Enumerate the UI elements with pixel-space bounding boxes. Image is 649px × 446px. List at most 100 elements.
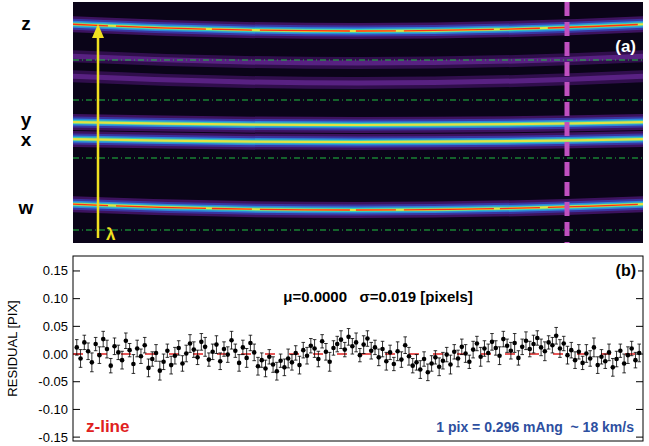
- error-cap: [468, 368, 472, 369]
- error-cap: [162, 354, 166, 355]
- plot-area: [73, 327, 643, 380]
- error-cap: [128, 356, 132, 357]
- point: [384, 359, 389, 364]
- error-cap: [509, 359, 513, 360]
- point: [275, 369, 280, 374]
- line-label: z: [21, 13, 31, 34]
- point: [516, 356, 521, 361]
- error-cap: [362, 353, 366, 354]
- error-cap: [539, 355, 543, 356]
- error-cap: [234, 357, 238, 358]
- point: [429, 361, 434, 366]
- point: [127, 348, 132, 353]
- point: [633, 358, 638, 363]
- error-cap: [358, 348, 362, 349]
- error-cap: [418, 378, 422, 379]
- point: [86, 349, 91, 354]
- error-cap: [396, 360, 400, 361]
- error-cap: [490, 350, 494, 351]
- error-cap: [192, 341, 196, 342]
- error-cap: [286, 367, 290, 368]
- error-cap: [113, 354, 117, 355]
- error-cap: [162, 369, 166, 370]
- point: [101, 337, 106, 342]
- point: [210, 350, 215, 355]
- y-tick: [73, 409, 80, 410]
- error-cap: [328, 371, 332, 372]
- error-cap: [366, 346, 370, 347]
- point: [573, 358, 578, 363]
- error-cap: [332, 340, 336, 341]
- error-cap: [551, 352, 555, 353]
- error-cap: [517, 350, 521, 351]
- error-cap: [637, 361, 641, 362]
- error-cap: [634, 367, 638, 368]
- point: [524, 338, 529, 343]
- error-cap: [249, 335, 253, 336]
- error-cap: [154, 361, 158, 362]
- error-cap: [298, 373, 302, 374]
- point: [535, 336, 540, 341]
- error-cap: [230, 331, 234, 332]
- error-cap: [373, 354, 377, 355]
- error-cap: [592, 337, 596, 338]
- error-cap: [335, 351, 339, 352]
- point: [346, 335, 351, 340]
- error-cap: [109, 372, 113, 373]
- error-cap: [211, 359, 215, 360]
- error-cap: [305, 347, 309, 348]
- error-cap: [181, 355, 185, 356]
- point: [176, 346, 181, 351]
- point: [146, 366, 151, 371]
- point: [309, 343, 314, 348]
- error-cap: [532, 335, 536, 336]
- y-tick: [636, 381, 643, 382]
- error-cap: [456, 366, 460, 367]
- error-cap: [135, 340, 139, 341]
- error-cap: [177, 340, 181, 341]
- error-cap: [513, 352, 517, 353]
- error-cap: [396, 341, 400, 342]
- error-cap: [139, 349, 143, 350]
- point: [595, 363, 600, 368]
- error-cap: [173, 364, 177, 365]
- error-cap: [566, 346, 570, 347]
- error-cap: [422, 366, 426, 367]
- error-cap: [445, 347, 449, 348]
- error-cap: [188, 334, 192, 335]
- error-cap: [79, 367, 83, 368]
- error-cap: [434, 364, 438, 365]
- error-cap: [615, 366, 619, 367]
- error-cap: [630, 355, 634, 356]
- point: [561, 341, 566, 346]
- error-cap: [75, 355, 79, 356]
- cut-marker: [565, 2, 570, 243]
- error-cap: [377, 365, 381, 366]
- error-cap: [373, 340, 377, 341]
- point: [158, 368, 163, 373]
- error-cap: [169, 373, 173, 374]
- error-cap: [524, 349, 528, 350]
- point: [184, 351, 189, 356]
- error-cap: [449, 373, 453, 374]
- y-tick: [73, 298, 80, 299]
- order-boundary: [73, 60, 643, 61]
- error-cap: [245, 367, 249, 368]
- scale-note: 1 pix = 0.296 mAng ~ 18 km/s: [436, 419, 634, 435]
- point: [116, 350, 121, 355]
- error-cap: [619, 344, 623, 345]
- order-boundary: [73, 158, 643, 159]
- point: [207, 357, 212, 362]
- error-cap: [490, 333, 494, 334]
- point: [399, 357, 404, 362]
- error-cap: [317, 366, 321, 367]
- error-cap: [596, 356, 600, 357]
- error-cap: [196, 364, 200, 365]
- point: [339, 337, 344, 342]
- error-cap: [483, 356, 487, 357]
- spectral-line: [73, 204, 643, 210]
- error-cap: [207, 352, 211, 353]
- error-cap: [411, 358, 415, 359]
- point: [376, 355, 381, 360]
- error-cap: [403, 336, 407, 337]
